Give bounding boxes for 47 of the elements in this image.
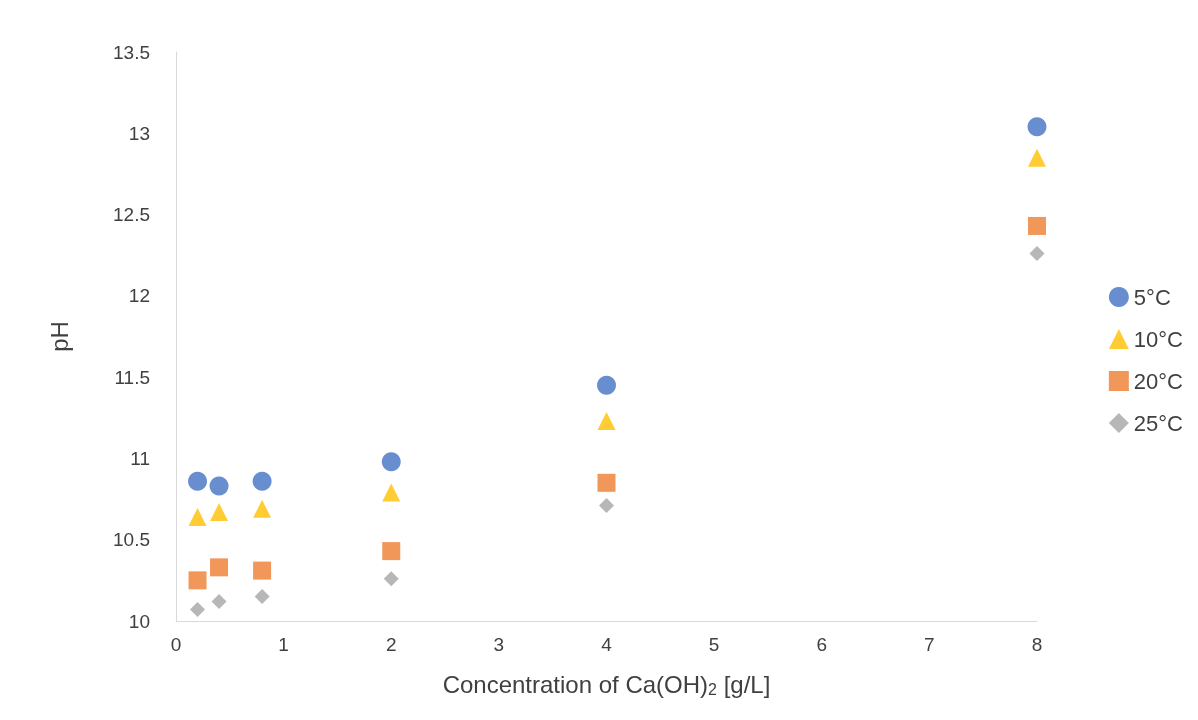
point (382, 542, 401, 561)
point (209, 476, 229, 496)
point (188, 571, 207, 590)
point (188, 471, 208, 491)
point (210, 558, 229, 577)
point (597, 375, 616, 395)
point (1028, 216, 1046, 235)
y-tick-label: 13.5 (113, 41, 150, 63)
point (597, 473, 616, 492)
point (1027, 117, 1047, 137)
x-tick-label: 6 (816, 634, 828, 655)
legend-label: 10°C (1133, 326, 1184, 352)
x-axis-title: Concentration of Ca(OH)2 [g/L] (442, 670, 771, 698)
x-tick-label: 4 (601, 634, 613, 655)
point (253, 561, 272, 580)
point (188, 507, 207, 526)
legend-label: 20°C (1133, 368, 1184, 394)
point (253, 499, 272, 518)
x-tick-label: 7 (924, 634, 935, 655)
point (382, 483, 401, 502)
y-tick-label: 12 (128, 285, 150, 307)
point (190, 602, 206, 618)
point (597, 412, 616, 431)
y-tick-label: 10.5 (113, 529, 150, 551)
point (254, 589, 270, 605)
legend-label: 25°C (1133, 410, 1184, 436)
y-tick-label: 13 (128, 122, 150, 144)
point (383, 571, 399, 587)
y-tick-label: 11 (130, 447, 150, 469)
point (381, 452, 401, 472)
y-tick-label: 11.5 (114, 366, 150, 388)
y-tick-label: 12.5 (113, 204, 150, 226)
legend-label: 5°C (1133, 284, 1171, 310)
x-tick-label: 3 (493, 634, 505, 655)
x-tick-label: 8 (1031, 634, 1043, 655)
point (1028, 148, 1046, 167)
point (210, 503, 229, 522)
x-tick-label: 2 (385, 634, 397, 655)
x-tick-label: 1 (278, 634, 289, 655)
point (211, 593, 227, 609)
point (252, 471, 272, 491)
y-tick-label: 10 (128, 610, 150, 632)
point (1029, 246, 1045, 262)
x-tick-label: 0 (170, 634, 182, 655)
x-tick-label: 5 (708, 634, 720, 655)
point (599, 498, 614, 514)
y-axis-title: pH (45, 321, 73, 352)
